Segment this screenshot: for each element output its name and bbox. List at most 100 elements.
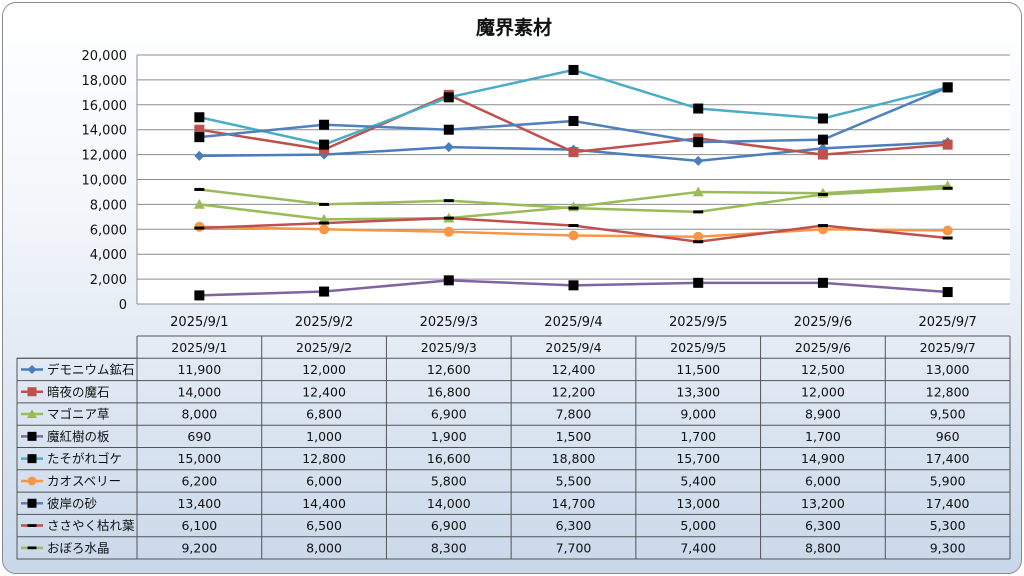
data-point (693, 240, 704, 244)
data-point (817, 134, 828, 145)
table-value-cell: 15,000 (177, 451, 221, 466)
x-tick-label: 2025/9/5 (669, 315, 727, 330)
line-chart: 0 2,000 4,000 6,000 8,000 10,000 12,000 14,000 1… (16, 49, 1011, 560)
data-point (817, 113, 828, 124)
y-tick-label: 18,000 (82, 74, 128, 89)
data-point (194, 226, 205, 230)
table-value-cell: 12,000 (801, 384, 845, 399)
y-tick-label: 4,000 (90, 248, 127, 263)
data-point (817, 149, 828, 160)
data-point (568, 115, 579, 126)
y-tick-label: 2,000 (90, 273, 127, 288)
table-header-cell: 2025/9/5 (670, 340, 726, 355)
table-value-cell: 17,400 (926, 496, 970, 511)
y-tick-label: 10,000 (82, 174, 128, 189)
table-value-cell: 12,000 (302, 362, 346, 377)
table-value-cell: 15,700 (676, 451, 720, 466)
chart-title: 魔界素材 (475, 17, 552, 39)
table-value-cell: 13,000 (676, 496, 720, 511)
table-value-cell: 1,900 (431, 429, 467, 444)
table-value-cell: 1,700 (805, 429, 841, 444)
data-point (568, 147, 579, 158)
table-value-cell: 6,300 (556, 518, 592, 533)
legend-label: デモニウム鉱石 (47, 362, 135, 377)
data-point (568, 224, 579, 228)
data-point (319, 139, 330, 150)
table-value-cell: 12,400 (552, 362, 596, 377)
data-point (693, 155, 704, 166)
y-tick-label: 20,000 (82, 49, 128, 64)
x-tick-label: 2025/9/1 (170, 315, 228, 330)
table-header-cell: 2025/9/1 (171, 340, 227, 355)
table-value-cell: 6,900 (431, 407, 467, 422)
data-point (693, 231, 704, 242)
table-value-cell: 14,000 (427, 496, 471, 511)
table-value-cell: 11,900 (177, 362, 221, 377)
y-tick-label: 14,000 (82, 124, 128, 139)
legend-label: カオスベリー (47, 473, 121, 488)
data-point (693, 210, 704, 214)
table-value-cell: 9,000 (680, 407, 716, 422)
table-value-cell: 5,000 (680, 518, 716, 533)
legend-label: 暗夜の魔石 (47, 384, 110, 399)
table-value-cell: 6,000 (805, 473, 841, 488)
data-point (319, 286, 330, 297)
legend-marker (27, 524, 37, 527)
legend-marker (27, 387, 37, 397)
data-point (194, 187, 205, 191)
table-value-cell: 16,800 (427, 384, 471, 399)
table-value-cell: 14,700 (552, 496, 596, 511)
data-point (942, 186, 953, 190)
table-value-cell: 14,900 (801, 451, 845, 466)
table-value-cell: 8,300 (431, 540, 467, 555)
legend-label: 彼岸の砂 (47, 496, 97, 511)
table-value-cell: 12,500 (801, 362, 845, 377)
legend-marker (27, 409, 37, 419)
table-value-cell: 8,000 (181, 407, 217, 422)
table-value-cell: 5,400 (680, 473, 716, 488)
data-point (194, 150, 205, 161)
x-tick-label: 2025/9/3 (420, 315, 478, 330)
table-value-cell: 8,900 (805, 407, 841, 422)
data-point (693, 137, 704, 148)
table-value-cell: 14,000 (177, 384, 221, 399)
table-value-cell: 6,800 (306, 407, 342, 422)
legend-label: たそがれゴケ (47, 451, 122, 466)
data-point (194, 112, 205, 123)
table-value-cell: 5,900 (930, 473, 966, 488)
x-tick-label: 2025/9/4 (544, 315, 602, 330)
table-value-cell: 1,500 (556, 429, 592, 444)
data-point (942, 287, 953, 298)
legend-label: ささやく枯れ葉 (47, 518, 135, 533)
table-value-cell: 12,600 (427, 362, 471, 377)
y-tick-label: 8,000 (90, 198, 127, 213)
table-header-cell: 2025/9/3 (421, 340, 477, 355)
table-value-cell: 5,500 (556, 473, 592, 488)
y-tick-label: 16,000 (82, 99, 128, 114)
table-value-cell: 11,500 (676, 362, 720, 377)
data-point (568, 280, 579, 291)
legend-marker (27, 364, 37, 374)
table-value-cell: 7,700 (556, 540, 592, 555)
table-value-cell: 12,200 (552, 384, 596, 399)
data-point (319, 224, 330, 235)
table-value-cell: 6,900 (431, 518, 467, 533)
y-tick-label: 6,000 (90, 223, 127, 238)
table-header-cell: 2025/9/2 (296, 340, 352, 355)
data-point (443, 226, 454, 237)
data-point (319, 119, 330, 130)
table-value-cell: 12,800 (926, 384, 970, 399)
table-value-cell: 17,400 (926, 451, 970, 466)
table-header-cell: 2025/9/4 (545, 340, 601, 355)
legend-marker (27, 476, 37, 486)
legend-marker (27, 454, 37, 464)
data-point (319, 221, 330, 225)
table-header-cell: 2025/9/6 (795, 340, 851, 355)
table-value-cell: 13,400 (177, 496, 221, 511)
table-value-cell: 6,100 (181, 518, 217, 533)
table-value-cell: 7,800 (556, 407, 592, 422)
y-tick-label: 0 (119, 298, 127, 313)
table-value-cell: 9,500 (930, 407, 966, 422)
table-header-cell: 2025/9/7 (920, 340, 976, 355)
